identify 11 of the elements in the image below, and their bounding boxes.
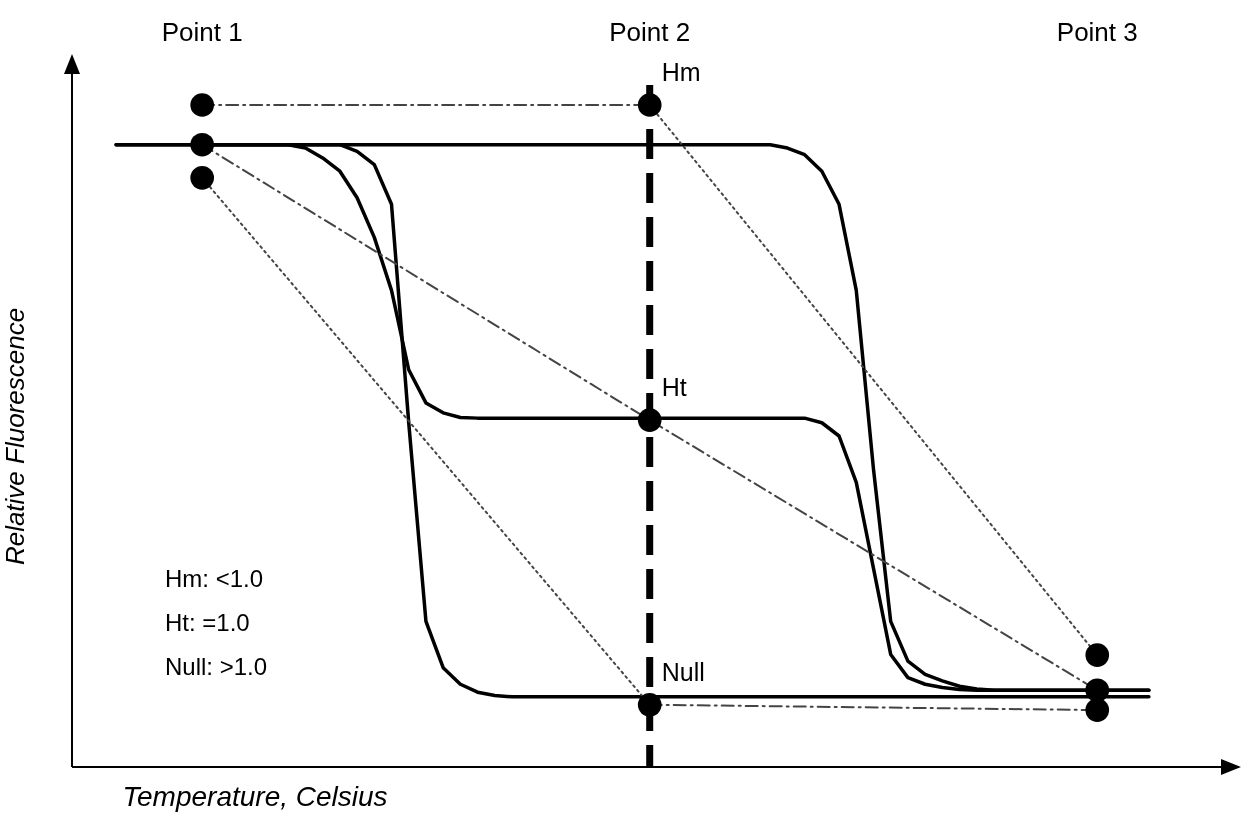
annotation: Ht: =1.0	[165, 609, 250, 636]
annotation: Hm: <1.0	[165, 565, 264, 592]
annotation: Ht	[661, 373, 687, 402]
x-tick-label: Point 2	[609, 17, 691, 47]
x-tick-label: Point 1	[161, 17, 243, 47]
annotation: Hm	[661, 58, 701, 86]
annotation: Null	[661, 657, 705, 686]
annotation: Null: >1.0	[165, 653, 268, 680]
x-tick-label: Point 3	[1056, 17, 1138, 47]
y-axis-title: Relative Fluorescence	[0, 307, 30, 566]
x-axis-title: Temperature, Celsius	[122, 780, 388, 812]
